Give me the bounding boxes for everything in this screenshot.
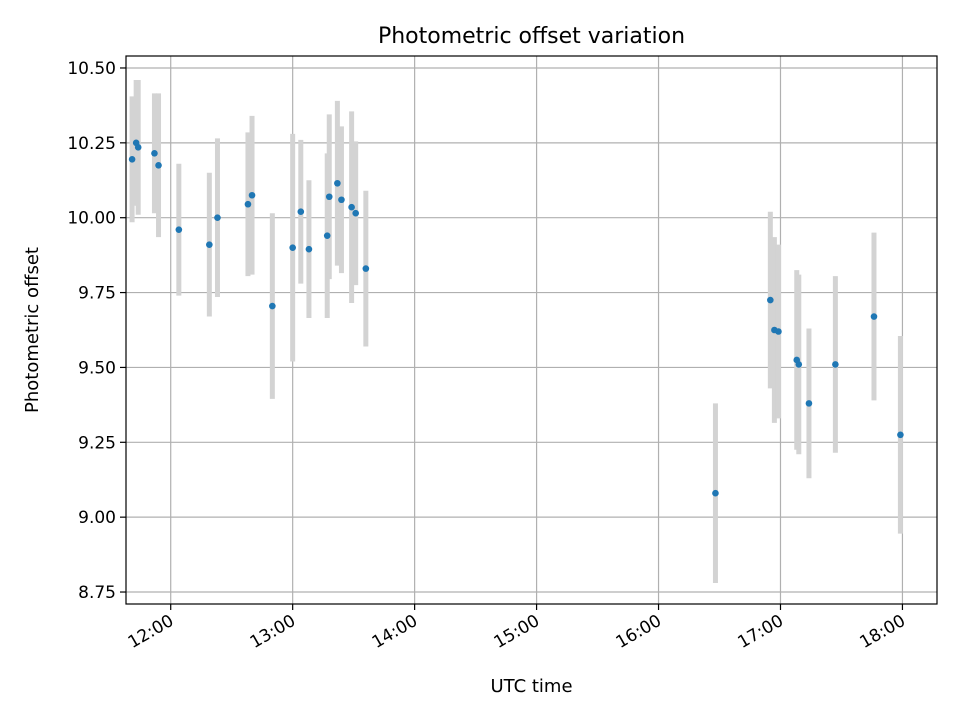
data-point [767,296,774,304]
y-tick-label: 9.00 [78,508,116,528]
chart-title: Photometric offset variation [378,24,685,49]
y-tick-label: 10.25 [67,134,116,154]
data-point [338,196,345,204]
x-axis-ticks: 12:00 13:00 14:00 15:00 16:00 17:00 18:00 [125,604,909,653]
data-point [248,191,256,199]
x-tick-label: 15:00 [491,611,543,653]
data-point [305,245,313,253]
x-tick-label: 13:00 [247,611,299,653]
y-axis-ticks: 8.75 9.00 9.25 9.50 9.75 10.00 10.25 10.50 [67,59,126,603]
data-point [289,244,296,251]
y-tick-label: 9.25 [78,433,116,453]
y-tick-label: 10.00 [67,209,116,229]
data-point [362,265,370,272]
data-point [897,431,904,439]
data-point [244,200,252,208]
data-point [870,313,878,320]
x-tick-label: 12:00 [125,611,177,653]
y-tick-label: 10.50 [67,59,116,79]
grid [126,56,937,604]
data-point [348,203,355,211]
y-tick-label: 8.75 [78,583,116,603]
data-point [775,328,782,335]
data-points [128,139,904,497]
data-point [214,214,221,222]
data-point [155,162,162,169]
data-point [134,144,142,151]
data-point [352,209,359,217]
x-tick-label: 16:00 [613,611,665,653]
data-point [175,226,183,233]
data-point [206,241,213,248]
x-tick-label: 14:00 [369,611,421,653]
x-axis-label: UTC time [490,676,572,697]
data-point [805,400,813,407]
data-point [795,361,803,368]
y-tick-label: 9.50 [78,358,116,378]
data-point [712,489,719,497]
data-point [832,361,839,368]
data-point [269,302,276,310]
data-point [297,208,305,216]
data-point [323,232,331,239]
x-tick-label: 18:00 [857,611,909,653]
data-point [334,179,341,187]
y-tick-label: 9.75 [78,284,116,304]
data-point [151,150,158,157]
data-point [325,193,333,201]
x-tick-label: 17:00 [735,611,787,653]
y-axis-label: Photometric offset [22,247,43,413]
plot-frame [125,55,938,605]
data-point [128,156,136,163]
plot-background [126,56,937,604]
